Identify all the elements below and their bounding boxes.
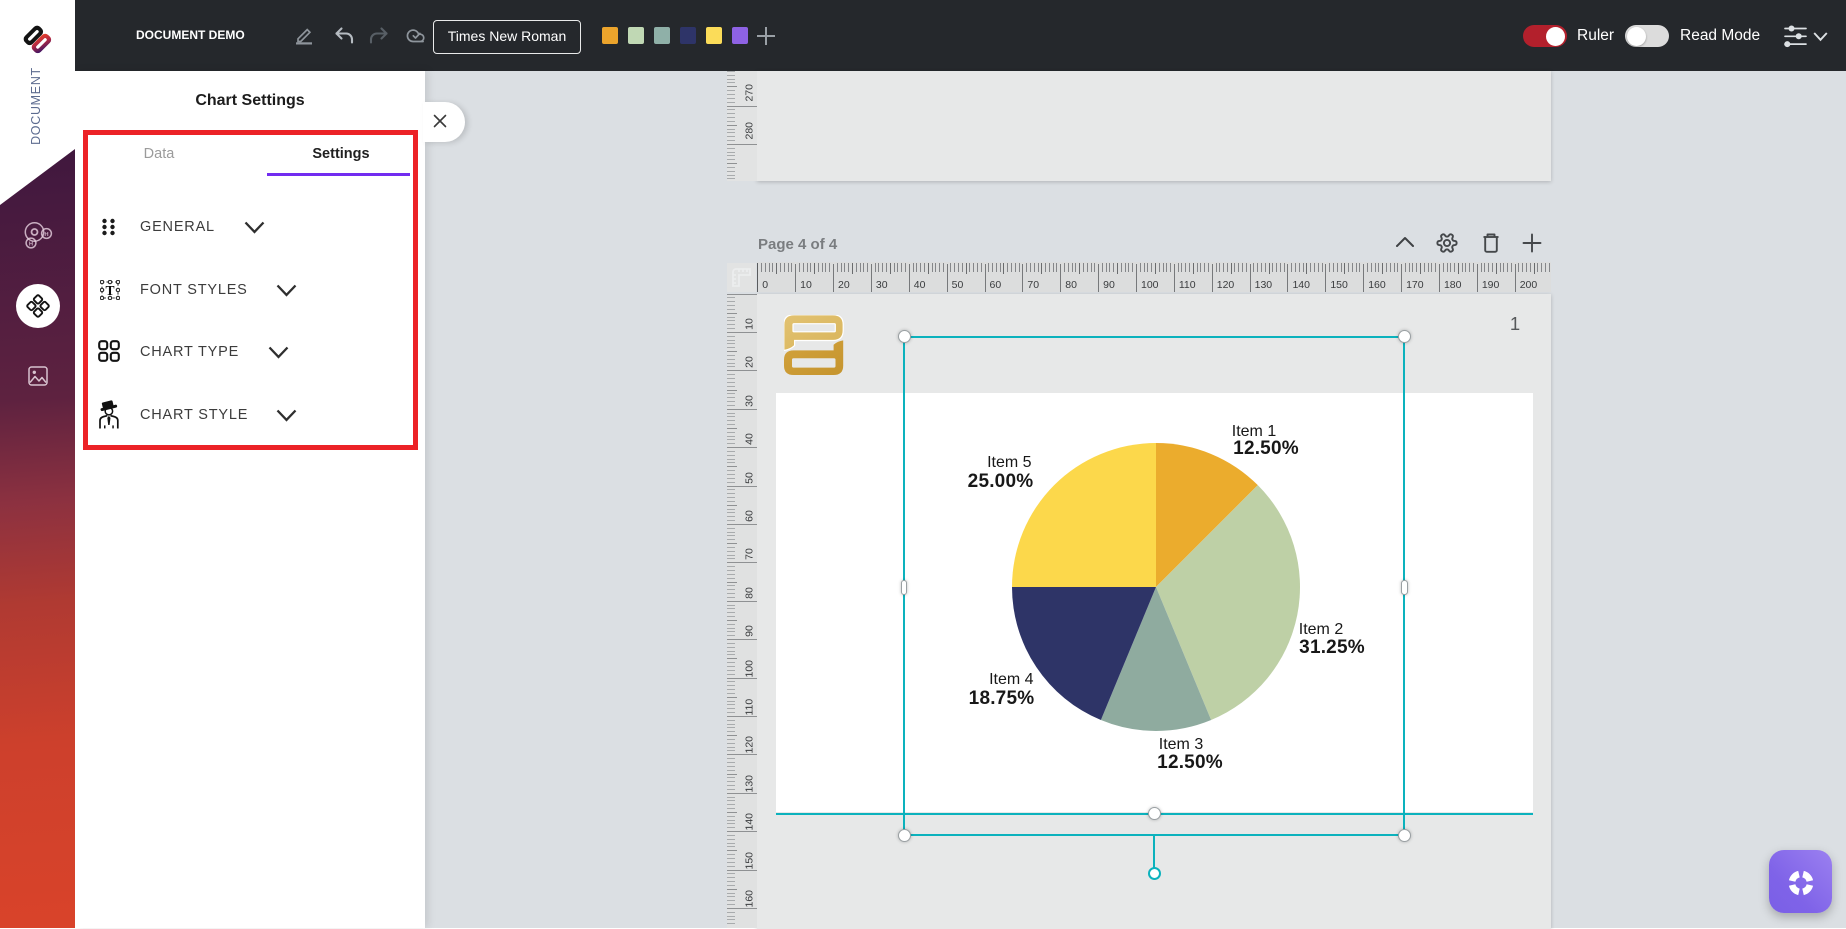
svg-text:H: H [44, 232, 48, 238]
svg-text:T: T [105, 282, 114, 297]
svg-text:H: H [29, 241, 33, 247]
